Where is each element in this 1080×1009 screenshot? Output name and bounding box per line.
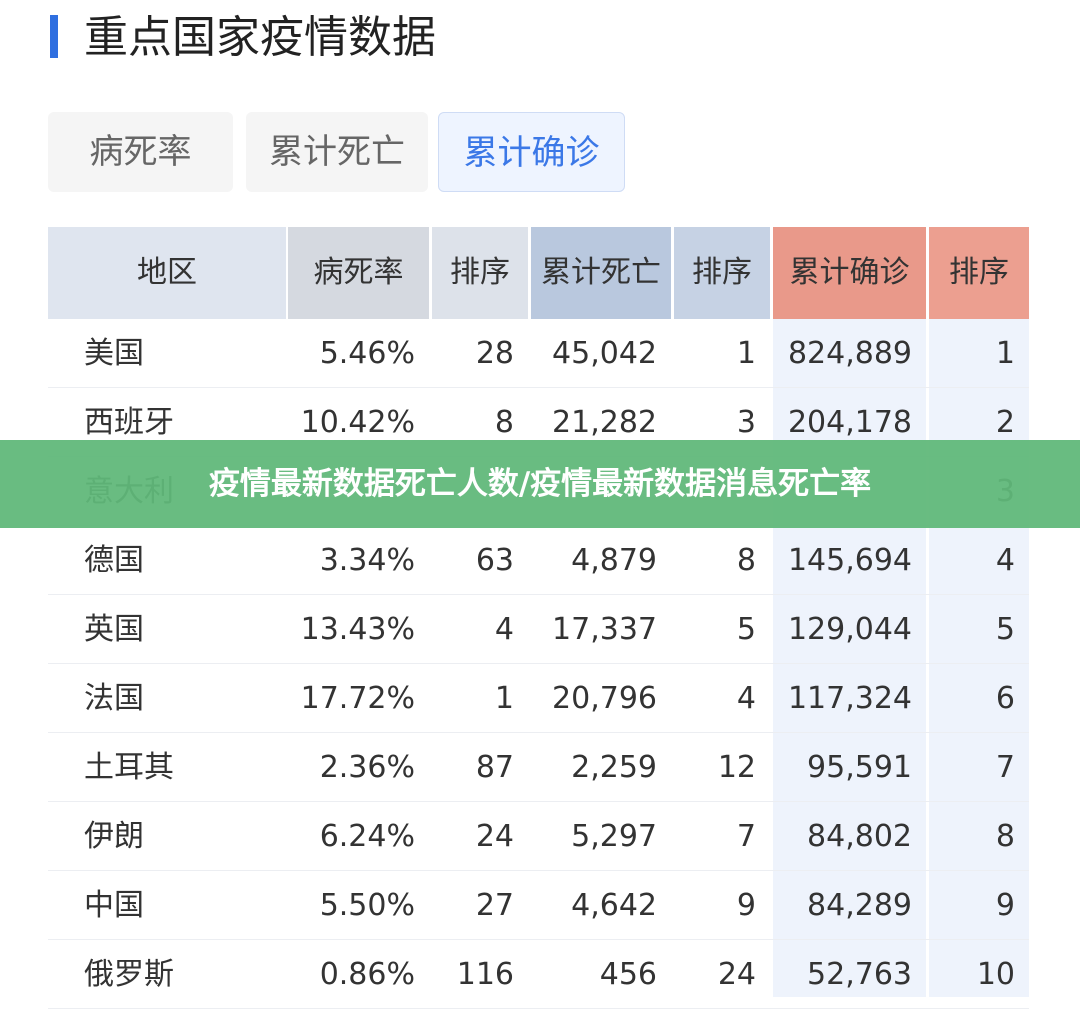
cell: 6 [995,681,1015,716]
cell: 4,879 [571,543,657,578]
cell: 204,178 [787,405,912,440]
region: 土耳其 [84,750,174,785]
cell: 13.43% [300,612,415,647]
cell: 84,289 [807,888,912,923]
cell: 9 [736,888,756,923]
column-header: 累计死亡 [531,227,671,319]
cell: 0.86% [319,957,415,992]
region: 法国 [84,681,144,716]
cell: 9 [995,888,1015,923]
cell: 27 [475,888,514,923]
cell: 1 [736,336,756,371]
cell: 5.50% [319,888,415,923]
row-divider [48,939,1029,940]
cell: 145,694 [787,543,912,578]
cell: 17.72% [300,681,415,716]
region: 伊朗 [84,819,144,854]
cell: 10.42% [300,405,415,440]
title-accent [50,15,58,58]
row-divider [48,594,1029,595]
row-divider [48,663,1029,664]
column-header: 累计确诊 [773,227,926,319]
cell: 456 [599,957,657,992]
cell: 63 [475,543,514,578]
cell: 28 [475,336,514,371]
cell: 4 [736,681,756,716]
column-header: 地区 [48,227,286,319]
cell: 117,324 [787,681,912,716]
region: 英国 [84,612,144,647]
cell: 5 [736,612,756,647]
cell: 5.46% [319,336,415,371]
column-header: 排序 [432,227,528,319]
cell: 5 [995,612,1015,647]
cell: 7 [995,750,1015,785]
cell: 2 [995,405,1015,440]
region: 俄罗斯 [84,957,174,992]
tab[interactable]: 病死率 [48,112,233,192]
column-header: 病死率 [288,227,429,319]
cell: 1 [995,336,1015,371]
cell: 21,282 [552,405,657,440]
row-divider [48,387,1029,388]
cell: 4,642 [571,888,657,923]
cell: 2,259 [571,750,657,785]
region: 美国 [84,336,144,371]
cell: 95,591 [807,750,912,785]
banner: 疫情最新数据死亡人数/疫情最新数据消息死亡率 [0,440,1080,528]
cell: 2.36% [319,750,415,785]
cell: 3.34% [319,543,415,578]
cell: 7 [736,819,756,854]
region: 西班牙 [84,405,174,440]
cell: 4 [494,612,514,647]
column-header: 排序 [929,227,1029,319]
row-divider [48,870,1029,871]
cell: 6.24% [319,819,415,854]
cell: 3 [736,405,756,440]
region: 中国 [84,888,144,923]
cell: 20,796 [552,681,657,716]
row-divider [48,732,1029,733]
tab[interactable]: 累计确诊 [438,112,625,192]
cell: 24 [475,819,514,854]
cell: 10 [976,957,1015,992]
cell: 1 [494,681,514,716]
cell: 8 [494,405,514,440]
cell: 5,297 [571,819,657,854]
cell: 87 [475,750,514,785]
cell: 824,889 [787,336,912,371]
highlight-column [773,319,1029,997]
cell: 4 [995,543,1015,578]
cell: 8 [736,543,756,578]
cell: 8 [995,819,1015,854]
title: 重点国家疫情数据 [84,12,436,63]
cell: 45,042 [552,336,657,371]
cell: 84,802 [807,819,912,854]
highlight-divider [926,319,929,997]
row-divider [48,801,1029,802]
column-header: 排序 [674,227,770,319]
cell: 52,763 [807,957,912,992]
cell: 129,044 [787,612,912,647]
cell: 12 [717,750,756,785]
cell: 17,337 [552,612,657,647]
region: 德国 [84,543,144,578]
cell: 24 [717,957,756,992]
cell: 116 [456,957,514,992]
tab[interactable]: 累计死亡 [246,112,428,192]
